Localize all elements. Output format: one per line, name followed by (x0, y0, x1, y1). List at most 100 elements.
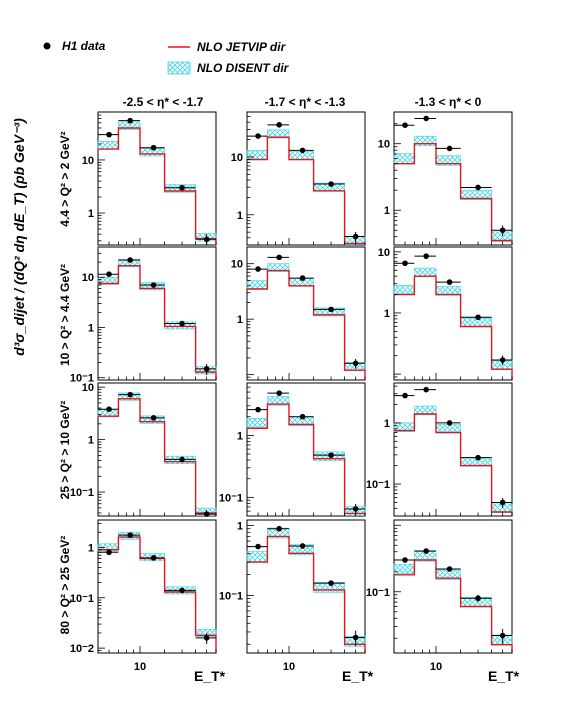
panel-grid: 11011011010⁻111011011010⁻111010⁻1110⁻111… (70, 111, 513, 673)
data-point (276, 525, 282, 532)
data-point (299, 147, 306, 154)
y-tick-label: 10⁻1 (366, 587, 390, 599)
disent-band (393, 285, 415, 295)
y-tick-label: 10⁻1 (70, 373, 94, 385)
legend-disent-swatch (167, 61, 191, 75)
data-point (127, 391, 133, 398)
y-tick-label: 1 (88, 208, 94, 220)
y-tick-label: 10⁻1 (219, 492, 243, 504)
data-point (106, 131, 112, 138)
data-point (150, 282, 157, 288)
panel-frame (97, 246, 217, 381)
data-point (106, 271, 112, 277)
y-tick-label: 10 (82, 382, 94, 394)
data-point (352, 233, 359, 240)
data-point (179, 184, 185, 191)
data-point (179, 320, 185, 327)
jetvip-line (98, 398, 217, 516)
data-point (127, 257, 133, 263)
data-point (499, 227, 506, 234)
data-point (352, 634, 359, 641)
disent-band (246, 150, 268, 160)
jetvip-line (247, 136, 366, 245)
y-tick-label: 1 (88, 542, 94, 554)
panel-frame (246, 246, 366, 381)
disent-band (267, 396, 290, 406)
panel-4-2: 10⁻1 1 10 (219, 519, 366, 673)
y-tick-label: 1 (237, 521, 243, 533)
column-title-2: -1.7 < η* < -1.3 (264, 95, 346, 109)
y-tick-label: 10⁻1 (366, 479, 390, 491)
column-title-3: -1.3 < η* < 0 (414, 95, 482, 109)
disent-band (97, 141, 119, 150)
data-point (203, 635, 210, 641)
data-point (203, 236, 210, 243)
data-point (150, 415, 157, 421)
disent-band (393, 563, 415, 575)
legend-data-label: H1 data (62, 39, 106, 53)
panel-3-3: 10⁻1 1 (366, 382, 513, 517)
x-tick-label: 10 (134, 661, 146, 673)
y-tick-label: 10 (231, 152, 243, 164)
legend-data-marker (43, 42, 51, 50)
x-axis-title-3: E_T* (488, 668, 520, 684)
y-tick-label: 1 (237, 430, 243, 442)
data-point (179, 587, 185, 594)
data-point (255, 406, 261, 413)
x-axis-title-1: E_T* (194, 668, 226, 684)
y-tick-label: 10⁻1 (219, 590, 243, 602)
data-point (276, 390, 282, 396)
panel-1-2: 1 10 (231, 111, 366, 246)
data-point (276, 254, 282, 261)
disent-band (414, 405, 437, 416)
data-point (106, 549, 112, 556)
legend-disent-label: NLO DISENT dir (197, 61, 289, 75)
data-point (446, 420, 453, 426)
y-tick-label: 10⁻1 (70, 487, 94, 499)
panel-frame (97, 382, 217, 517)
jetvip-line (394, 413, 513, 516)
jetvip-line (394, 559, 513, 653)
data-point (255, 133, 261, 139)
row-label-4: 80 > Q² > 25 GeV² (58, 535, 72, 635)
panel-4-3: 10⁻1 10 (366, 519, 513, 673)
data-point (446, 279, 453, 285)
jetvip-line (247, 269, 366, 380)
data-point (423, 115, 429, 122)
jetvip-line (98, 265, 217, 380)
data-point (299, 413, 306, 420)
data-point (446, 566, 453, 572)
panel-frame (393, 382, 513, 517)
panel-3-2: 10⁻1 1 (219, 382, 366, 517)
y-tick-label: 1 (237, 210, 243, 222)
data-point (402, 557, 408, 563)
y-tick-label: 1 (384, 205, 390, 217)
data-point (328, 306, 334, 313)
jetvip-line (394, 143, 513, 245)
data-point (276, 122, 282, 128)
data-point (255, 543, 261, 550)
y-tick-label: 1 (88, 322, 94, 334)
y-tick-label: 1 (384, 418, 390, 430)
disent-band (414, 135, 437, 147)
panel-frame (246, 111, 366, 246)
panel-1-3: 1 10 (378, 111, 513, 246)
data-point (402, 122, 408, 128)
data-point (299, 275, 306, 281)
y-tick-label: 10⁻2 (70, 643, 94, 655)
data-point (402, 392, 408, 399)
y-tick-label: 10 (378, 139, 390, 151)
x-axis-title-2: E_T* (342, 668, 374, 684)
data-point (423, 253, 429, 259)
x-tick-label: 10 (430, 661, 442, 673)
data-point (127, 532, 133, 538)
disent-band (267, 263, 290, 272)
legend-marks (43, 42, 191, 75)
y-tick-label: 10⁻1 (70, 593, 94, 605)
panel-4-1: 10⁻2 10⁻1 1 10 (70, 519, 217, 673)
panel-1-1: 1 10 (82, 111, 217, 246)
data-point (328, 181, 334, 187)
panel-frame (393, 519, 513, 654)
panel-frame (393, 246, 513, 381)
